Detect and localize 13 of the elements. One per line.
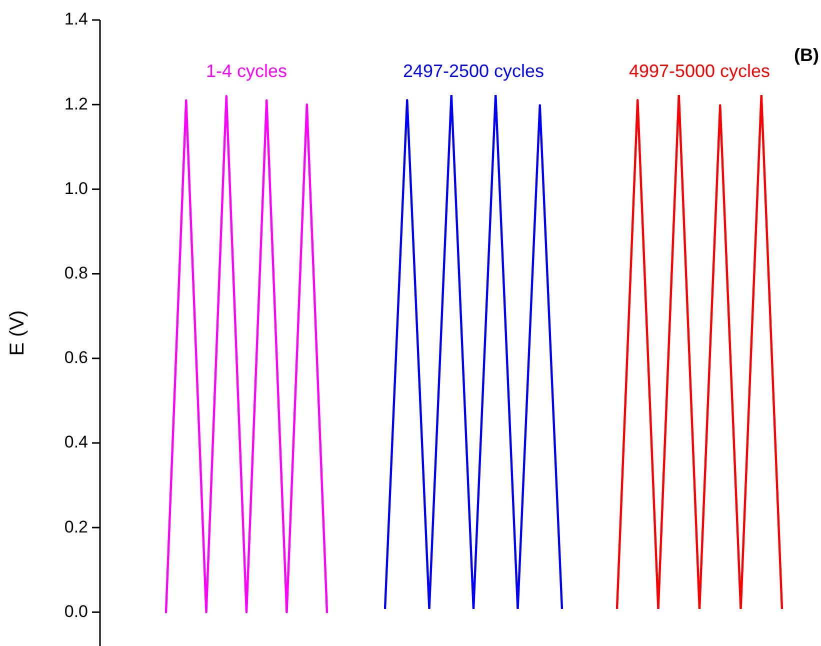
y-tick-label: 0.6 [64,348,88,368]
text: (B) [794,44,819,65]
y-tick-label: 0.2 [64,517,88,536]
y-tick-label: 0.4 [64,432,88,452]
series-label: 1-4 cycles [206,60,288,81]
y-tick-label: 0.8 [64,263,88,282]
y-axis-title: E (V) [6,310,29,356]
y-tick-label: 1.4 [64,10,88,29]
series-label: 2497-2500 cycles [402,60,544,81]
y-tick-label: 1.2 [64,94,88,114]
y-tick-label: 0.0 [64,602,88,621]
y-tick-label: 1.0 [64,178,88,198]
series-label: 4997-5000 cycles [628,60,770,81]
